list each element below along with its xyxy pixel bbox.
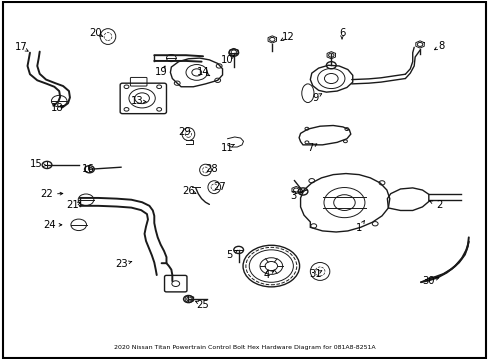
Text: 28: 28 <box>204 164 217 174</box>
Text: 2: 2 <box>435 200 442 210</box>
Text: 7: 7 <box>306 143 313 153</box>
Text: 6: 6 <box>338 28 345 38</box>
Text: 1: 1 <box>355 224 362 233</box>
Text: 3: 3 <box>289 191 296 201</box>
Text: 14: 14 <box>196 67 209 77</box>
Text: 16: 16 <box>82 164 95 174</box>
Text: 12: 12 <box>282 32 294 41</box>
Text: 27: 27 <box>212 182 225 192</box>
Text: 8: 8 <box>438 41 444 50</box>
Text: 4: 4 <box>263 270 269 280</box>
Text: 10: 10 <box>221 55 233 65</box>
Text: 17: 17 <box>15 42 27 52</box>
Text: 25: 25 <box>196 300 209 310</box>
Text: 18: 18 <box>50 103 63 113</box>
Text: 15: 15 <box>29 159 42 169</box>
Text: 22: 22 <box>41 189 53 199</box>
Text: 11: 11 <box>221 143 233 153</box>
Text: 30: 30 <box>422 276 434 286</box>
Text: 29: 29 <box>178 127 191 136</box>
Text: 26: 26 <box>182 186 194 196</box>
Text: 13: 13 <box>131 96 143 106</box>
Text: 9: 9 <box>311 93 318 103</box>
Text: 5: 5 <box>225 250 232 260</box>
Text: 23: 23 <box>115 259 128 269</box>
Text: 24: 24 <box>43 220 56 230</box>
Text: 19: 19 <box>155 67 168 77</box>
Text: 2020 Nissan Titan Powertrain Control Bolt Hex Hardware Diagram for 081A8-8251A: 2020 Nissan Titan Powertrain Control Bol… <box>113 345 375 350</box>
Text: 21: 21 <box>66 200 79 210</box>
Text: 20: 20 <box>89 28 102 38</box>
Text: 31: 31 <box>308 269 321 279</box>
